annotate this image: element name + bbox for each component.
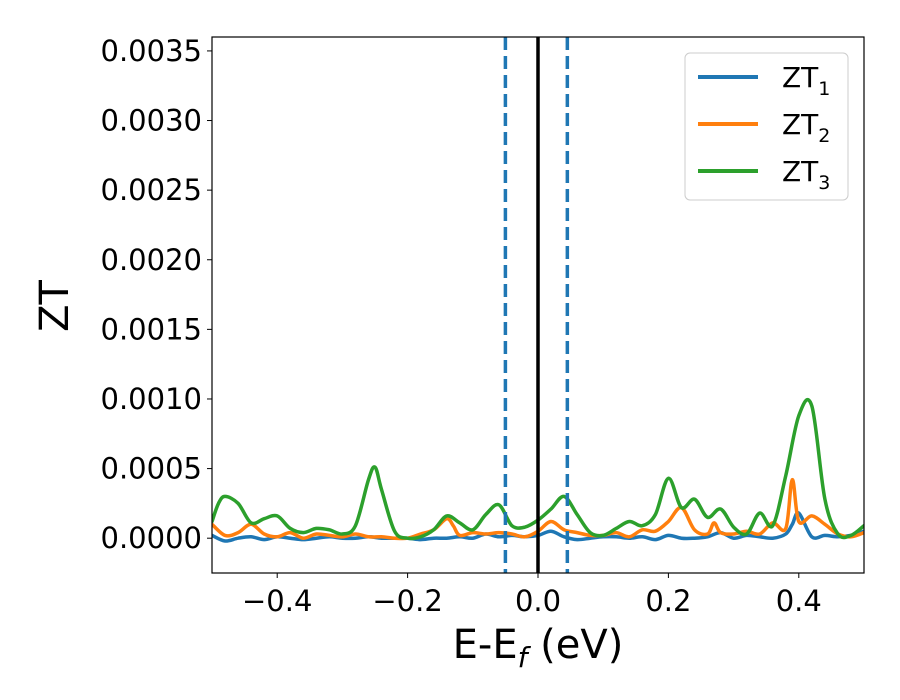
y-tick-label: 0.0025	[101, 173, 202, 207]
series-line-zt3	[212, 398, 864, 541]
legend-label-zt3: ZT3	[782, 155, 830, 194]
x-tick-label: −0.4	[242, 584, 312, 618]
series-line-zt2	[212, 477, 864, 541]
x-tick-label: 0.4	[776, 584, 822, 618]
series-line-zt1	[212, 511, 864, 543]
y-tick-label: 0.0020	[101, 243, 202, 277]
legend-label-zt1: ZT1	[782, 61, 830, 100]
legend: ZT1 ZT2 ZT3	[684, 52, 849, 201]
legend-box	[684, 52, 849, 201]
y-tick-label: 0.0015	[101, 312, 202, 346]
y-tick-label: 0.0005	[101, 452, 202, 486]
legend-label-zt2: ZT2	[782, 108, 830, 147]
y-tick-label: 0.0010	[101, 382, 202, 416]
y-tick-label: 0.0035	[101, 34, 202, 68]
y-axis-title: ZT	[32, 280, 78, 332]
y-tick-label: 0.0000	[101, 521, 202, 555]
x-axis-title-unit: (eV)	[527, 622, 623, 668]
y-tick-label: 0.0030	[101, 104, 202, 138]
x-axis: −0.4 −0.2 0.0 0.2 0.4	[242, 573, 822, 618]
x-tick-label: 0.2	[645, 584, 691, 618]
x-axis-title: E-Ef (eV)	[453, 622, 624, 674]
x-axis-title-main: E-E	[453, 622, 518, 668]
plot-area	[211, 36, 865, 574]
x-tick-label: 0.0	[515, 584, 561, 618]
y-axis: 0.0000 0.0005 0.0010 0.0015 0.0020 0.0025 0.00…	[101, 34, 212, 555]
plot-content	[212, 37, 864, 573]
x-tick-label: −0.2	[372, 584, 442, 618]
